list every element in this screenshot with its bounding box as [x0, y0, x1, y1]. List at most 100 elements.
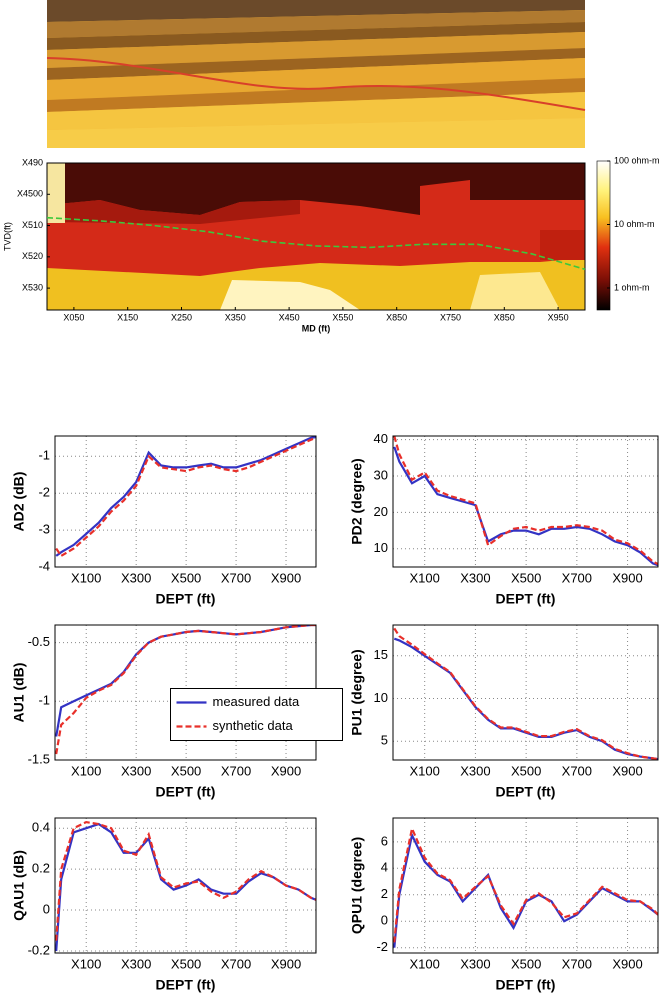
series-group — [55, 625, 316, 755]
data-line — [55, 436, 316, 557]
data-line — [393, 436, 658, 566]
x-tick-label: X700 — [562, 570, 592, 585]
legend-label: synthetic data — [213, 718, 294, 733]
colorbar-tick-label: 10 ohm-m — [614, 219, 655, 229]
x-tick-label: X300 — [460, 956, 490, 971]
colorbar-tick-label: 100 ohm-m — [614, 155, 660, 165]
data-line — [55, 436, 316, 558]
legend-label: measured data — [213, 694, 300, 709]
y-axis-label: AD2 (dB) — [11, 472, 27, 532]
x-tick-label: X700 — [562, 763, 592, 778]
y-tick-label: 2 — [381, 886, 388, 901]
y-tick-label: -0.5 — [28, 634, 50, 649]
x-tick-label: X900 — [271, 763, 301, 778]
series-group — [55, 820, 316, 952]
y-tick-label: 4 — [381, 860, 388, 875]
y-tick-label: -1 — [38, 448, 50, 463]
x-tick-label: X050 — [63, 312, 84, 322]
x-tick-label: X100 — [410, 570, 440, 585]
y-tick-label: X510 — [22, 220, 43, 230]
y-tick-label: -2 — [376, 939, 388, 954]
y-axis-label: PD2 (degree) — [349, 458, 365, 544]
y-axis-label: PU1 (degree) — [349, 649, 365, 735]
x-tick-label: X700 — [221, 956, 251, 971]
x-axis-label: MD (ft) — [302, 323, 331, 333]
plot-area — [55, 436, 316, 567]
y-tick-label: X490 — [22, 157, 43, 167]
y-tick-label: -2 — [38, 485, 50, 500]
y-tick-label: 15 — [374, 647, 388, 662]
x-tick-label: X500 — [171, 570, 201, 585]
y-tick-label: -1 — [38, 693, 50, 708]
x-tick-label: X350 — [225, 312, 246, 322]
plot-frame — [54, 435, 317, 568]
y-tick-label: 30 — [374, 467, 388, 482]
plot-frame — [392, 435, 659, 568]
y-tick-label: 5 — [381, 733, 388, 748]
x-axis-label: DEPT (ft) — [496, 784, 556, 800]
y-tick-label: -4 — [38, 558, 50, 573]
x-tick-label: X900 — [271, 956, 301, 971]
y-tick-label: 20 — [374, 504, 388, 519]
data-line — [393, 627, 658, 760]
y-axis-label: TVD(ft) — [2, 222, 12, 251]
x-tick-label: X300 — [460, 570, 490, 585]
inversion-image — [46, 162, 586, 311]
series-group — [55, 436, 316, 558]
y-tick-label: -0.2 — [28, 942, 50, 957]
x-tick-label: X100 — [71, 763, 101, 778]
data-line — [55, 625, 316, 755]
plot-area — [393, 436, 658, 567]
x-tick-label: X300 — [460, 763, 490, 778]
x-tick-label: X100 — [71, 570, 101, 585]
y-tick-label: 40 — [374, 431, 388, 446]
legend-box — [170, 688, 343, 741]
colorbar — [596, 160, 611, 311]
x-tick-label: X500 — [511, 570, 541, 585]
y-tick-label: 0 — [381, 913, 388, 928]
x-axis-label: DEPT (ft) — [496, 591, 556, 607]
data-line — [393, 446, 658, 567]
x-tick-label: X950 — [548, 312, 569, 322]
y-tick-label: X520 — [22, 251, 43, 261]
y-tick-label: 6 — [381, 833, 388, 848]
x-tick-label: X700 — [221, 570, 251, 585]
x-tick-label: X300 — [121, 956, 151, 971]
plot-area — [393, 818, 658, 953]
data-line — [55, 820, 316, 941]
x-tick-label: X100 — [410, 763, 440, 778]
series-group — [393, 627, 658, 760]
x-tick-label: X250 — [171, 312, 192, 322]
model-image — [46, 0, 586, 148]
colorbar-tick-label: 1 ohm-m — [614, 282, 650, 292]
y-axis-label: QPU1 (degree) — [349, 837, 365, 934]
x-tick-label: X450 — [279, 312, 300, 322]
x-tick-label: X500 — [511, 956, 541, 971]
x-tick-label: X100 — [71, 956, 101, 971]
y-tick-label: X4500 — [17, 189, 43, 199]
x-tick-label: X850 — [386, 312, 407, 322]
x-tick-label: X750 — [440, 312, 461, 322]
data-line — [46, 216, 586, 271]
y-axis-label: QAU1 (dB) — [11, 850, 27, 921]
plot-frame — [392, 817, 659, 954]
x-axis-label: DEPT (ft) — [496, 977, 556, 993]
x-tick-label: X900 — [612, 763, 642, 778]
y-tick-label: 0.4 — [32, 820, 50, 835]
y-tick-label: 10 — [374, 540, 388, 555]
x-tick-label: X900 — [612, 570, 642, 585]
y-tick-label: -1.5 — [28, 751, 50, 766]
x-tick-label: X500 — [171, 763, 201, 778]
x-tick-label: X150 — [117, 312, 138, 322]
y-tick-label: X530 — [22, 282, 43, 292]
x-tick-label: X700 — [221, 763, 251, 778]
x-tick-label: X300 — [121, 763, 151, 778]
plot-frame — [392, 624, 659, 761]
x-axis-label: DEPT (ft) — [156, 591, 216, 607]
x-tick-label: X900 — [612, 956, 642, 971]
x-tick-label: X700 — [562, 956, 592, 971]
x-axis-label: DEPT (ft) — [156, 977, 216, 993]
data-line — [393, 824, 658, 943]
y-tick-label: 0 — [43, 901, 50, 916]
